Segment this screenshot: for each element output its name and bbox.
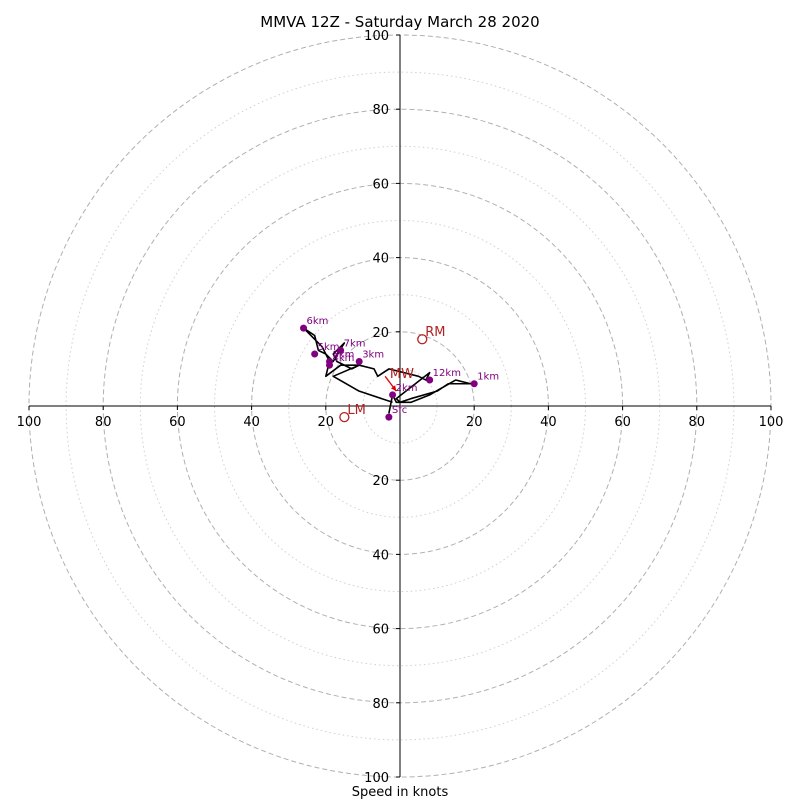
x-tick-label: 20: [318, 415, 335, 430]
y-tick-label: 80: [372, 103, 389, 118]
height-point-5km: [311, 350, 319, 358]
height-point-8km: [326, 357, 334, 365]
height-point-sfc: [385, 413, 393, 421]
x-axis-label: Speed in knots: [352, 785, 449, 800]
storm-motion-markers: RM LM MW: [339, 325, 446, 423]
height-label-12km: 12km: [433, 368, 461, 379]
height-label-6km: 6km: [307, 316, 329, 327]
y-tick-label: 60: [372, 623, 389, 638]
mean-wind-arrowhead: [390, 385, 397, 392]
x-tick-label: 80: [95, 415, 112, 430]
height-point-6km: [300, 324, 308, 332]
height-label-4km: 4km: [333, 353, 355, 364]
y-tick-label: 100: [364, 771, 389, 786]
chart-title: MMVA 12Z - Saturday March 28 2020: [260, 13, 539, 31]
x-tick-label: 20: [466, 415, 483, 430]
x-tick-label: 60: [614, 415, 631, 430]
x-tick-label: 100: [17, 415, 42, 430]
height-label-sfc: Sfc: [392, 405, 407, 416]
x-tick-label: 40: [540, 415, 557, 430]
height-point-7km: [337, 346, 345, 354]
y-tick-label: 60: [372, 177, 389, 192]
y-tick-label: 20: [372, 326, 389, 341]
x-tick-label: 60: [169, 415, 186, 430]
y-tick-label: 100: [364, 29, 389, 44]
height-label-8km: 8km: [333, 349, 355, 360]
height-point-3km: [355, 357, 363, 365]
height-label-2km: 2km: [396, 383, 418, 394]
tick-labels: 100 80 60 40 20 20 40 60 80 100 100 80 60 40 20 20 40 60 8…: [17, 29, 784, 786]
height-label-3km: 3km: [362, 349, 384, 360]
x-tick-label: 40: [243, 415, 260, 430]
x-tick-label: 100: [759, 415, 784, 430]
storm-motion-rm: [417, 334, 428, 345]
y-tick-label: 40: [372, 548, 389, 563]
mean-wind-label: MW: [390, 367, 414, 382]
height-label-5km: 5km: [318, 342, 340, 353]
y-tick-label: 40: [372, 252, 389, 267]
x-tick-label: 80: [689, 415, 706, 430]
height-point-1km: [470, 380, 478, 388]
y-tick-label: 20: [372, 474, 389, 489]
height-label-1km: 1km: [477, 372, 499, 383]
axes: [29, 35, 771, 777]
height-label-7km: 7km: [344, 338, 366, 349]
storm-motion-label-lm: LM: [347, 403, 365, 418]
storm-motion-label-rm: RM: [425, 325, 445, 340]
y-tick-label: 80: [372, 697, 389, 712]
height-point-12km: [426, 376, 434, 384]
storm-motion-lm: [339, 411, 350, 423]
height-point-2km: [389, 391, 397, 399]
